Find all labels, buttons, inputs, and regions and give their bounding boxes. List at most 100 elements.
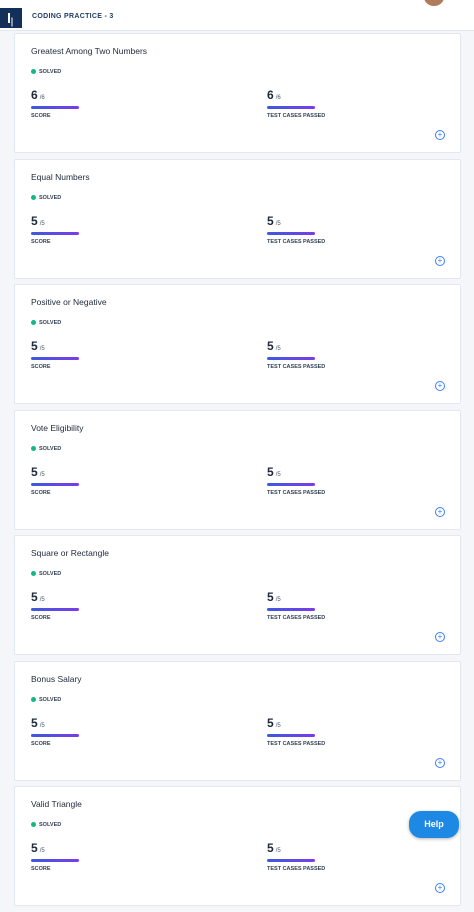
tests-total: /5 — [275, 346, 281, 352]
tests-label: TEST CASES PASSED — [267, 740, 326, 747]
tests-row: 5/5 — [267, 463, 325, 481]
score-value: 6 — [31, 88, 38, 102]
problem-title[interactable]: Equal Numbers — [31, 171, 90, 182]
status: SOLVED — [31, 195, 61, 201]
problem-title[interactable]: Vote Eligibility — [31, 422, 84, 433]
score-row: 5/5 — [31, 463, 79, 481]
tests-progress — [267, 231, 315, 235]
problem-title[interactable]: Greatest Among Two Numbers — [31, 46, 148, 56]
score-label: SCORE — [31, 866, 51, 872]
score-label: SCORE — [31, 113, 51, 119]
score-progress — [31, 733, 79, 737]
tests-row: 6/6 — [267, 86, 325, 104]
score-row: 5/5 — [31, 839, 79, 857]
page-title: CODING PRACTICE - 3 — [32, 13, 114, 20]
tests-row: 5/5 — [267, 337, 325, 355]
tests-block: 5/5 TEST CASES PASSED — [267, 212, 325, 245]
status: SOLVED — [31, 320, 61, 326]
avatar[interactable] — [424, 0, 444, 6]
tests-progress — [267, 608, 315, 611]
tests-value: 5 — [267, 841, 274, 855]
score-total: /5 — [39, 346, 45, 352]
tests-block: 5/5 TEST CASES PASSED — [267, 337, 325, 370]
problem-list: Greatest Among Two Numbers SOLVED 6/6 SCORE… — [14, 33, 461, 912]
tests-label: TEST CASES PASSED — [267, 238, 326, 245]
status: SOLVED — [31, 697, 61, 703]
page: CODING PRACTICE - 3 Greatest Among Two N… — [0, 0, 474, 865]
problem-card: Equal Numbers SOLVED 5/5 SCORE 5/5 TEST CASES… — [14, 158, 461, 279]
score-value: 5 — [31, 590, 38, 604]
score-value: 5 — [31, 339, 38, 353]
tests-label: TEST CASES PASSED — [267, 489, 326, 496]
tests-label: TEST CASES PASSED — [267, 615, 326, 621]
expand-button[interactable]: + — [435, 381, 445, 391]
score-label: SCORE — [31, 615, 51, 621]
score-row: 5/5 — [31, 714, 79, 732]
score-label: SCORE — [31, 740, 51, 747]
score-value: 5 — [31, 841, 38, 855]
expand-button[interactable]: + — [435, 255, 445, 266]
score-total: /5 — [39, 722, 45, 729]
score-row: 5/5 — [31, 337, 79, 355]
score-block: 6/6 SCORE — [31, 86, 79, 119]
score-progress — [31, 482, 79, 486]
problem-card: Square or Rectangle SOLVED 5/5 SCORE 5/5 TEST… — [14, 535, 461, 655]
score-block: 5/5 SCORE — [31, 714, 79, 747]
score-block: 5/5 SCORE — [31, 463, 79, 496]
tests-row: 5/5 — [267, 588, 325, 606]
tests-block: 5/5 TEST CASES PASSED — [267, 588, 325, 621]
problem-title[interactable]: Bonus Salary — [31, 673, 82, 684]
score-row: 5/5 — [31, 588, 79, 606]
score-total: /6 — [39, 95, 45, 101]
help-button[interactable]: Help — [409, 811, 459, 838]
problem-title[interactable]: Valid Triangle — [31, 799, 82, 809]
problem-card: Vote Eligibility SOLVED 5/5 SCORE 5/5 TEST CA… — [14, 409, 461, 530]
tests-progress — [267, 733, 315, 737]
tests-value: 5 — [267, 213, 274, 228]
expand-button[interactable]: + — [435, 757, 445, 768]
expand-button[interactable]: + — [435, 632, 445, 642]
sidebar-toggle[interactable] — [0, 8, 22, 28]
tests-total: /5 — [275, 848, 281, 854]
tests-total: /5 — [275, 220, 281, 227]
expand-button[interactable]: + — [435, 506, 445, 517]
tests-progress — [267, 357, 315, 360]
score-total: /5 — [39, 848, 45, 854]
problem-title[interactable]: Square or Rectangle — [31, 548, 109, 558]
tests-value: 5 — [267, 339, 274, 353]
score-progress — [31, 608, 79, 611]
score-value: 5 — [31, 464, 38, 479]
score-progress — [31, 859, 79, 862]
score-label: SCORE — [31, 364, 51, 370]
score-block: 5/5 SCORE — [31, 839, 79, 872]
tests-row: 5/5 — [267, 839, 325, 857]
status: SOLVED — [31, 571, 61, 577]
score-block: 5/5 SCORE — [31, 337, 79, 370]
tests-block: 5/5 TEST CASES PASSED — [267, 714, 325, 747]
problem-card: Positive or Negative SOLVED 5/5 SCORE 5/5 TES… — [14, 284, 461, 404]
tests-value: 5 — [267, 715, 274, 730]
status: SOLVED — [31, 446, 61, 452]
score-label: SCORE — [31, 238, 51, 245]
score-value: 5 — [31, 715, 38, 730]
tests-block: 6/6 TEST CASES PASSED — [267, 86, 325, 119]
score-label: SCORE — [31, 489, 51, 496]
expand-button[interactable]: + — [435, 130, 445, 140]
tests-progress — [267, 106, 315, 109]
problem-title[interactable]: Positive or Negative — [31, 297, 107, 307]
tests-total: /5 — [275, 597, 281, 603]
expand-button[interactable]: + — [435, 883, 445, 893]
score-progress — [31, 106, 79, 109]
tests-block: 5/5 TEST CASES PASSED — [267, 463, 325, 496]
tests-value: 5 — [267, 464, 274, 479]
tests-progress — [267, 859, 315, 862]
problem-card: Valid Triangle SOLVED 5/5 SCORE 5/5 TEST CASE… — [14, 786, 461, 906]
status: SOLVED — [31, 69, 61, 75]
tests-block: 5/5 TEST CASES PASSED — [267, 839, 325, 872]
problem-card: Greatest Among Two Numbers SOLVED 6/6 SCORE… — [14, 33, 461, 153]
top-bar: CODING PRACTICE - 3 — [0, 0, 474, 31]
score-block: 5/5 SCORE — [31, 588, 79, 621]
status: SOLVED — [31, 822, 61, 828]
score-total: /5 — [39, 597, 45, 603]
tests-value: 5 — [267, 590, 274, 604]
